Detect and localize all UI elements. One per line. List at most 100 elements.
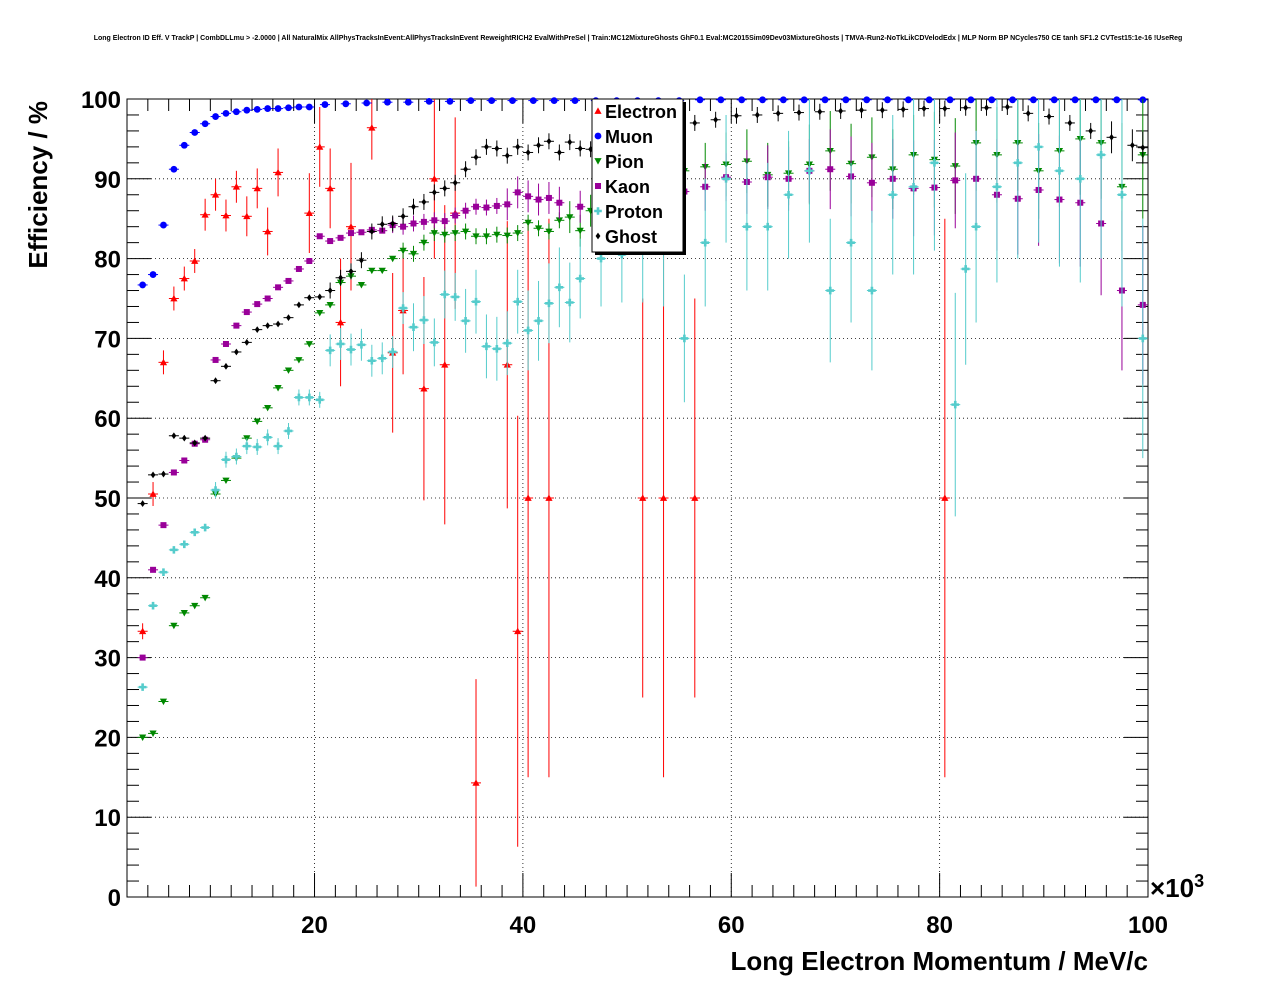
electron-point bbox=[149, 490, 157, 497]
pion-point bbox=[493, 231, 501, 239]
kaon-point bbox=[420, 218, 427, 225]
ghost-point bbox=[484, 143, 489, 151]
kaon-point bbox=[139, 654, 146, 661]
series-electron bbox=[137, 99, 950, 887]
electron-point bbox=[243, 212, 251, 220]
x-axis-multiplier: ×103 bbox=[1150, 871, 1204, 903]
muon-point bbox=[1092, 96, 1100, 104]
proton-point bbox=[1034, 143, 1043, 151]
pion-point bbox=[170, 622, 178, 630]
proton-point bbox=[961, 265, 970, 273]
muon-point bbox=[425, 97, 433, 105]
x-tick-label: 100 bbox=[1128, 912, 1168, 939]
y-tick-label: 50 bbox=[94, 486, 121, 513]
ghost-point bbox=[213, 377, 218, 385]
muon-point bbox=[321, 101, 329, 108]
ghost-point bbox=[181, 434, 187, 442]
ghost-point bbox=[161, 470, 166, 478]
kaon-point bbox=[868, 179, 875, 186]
proton-point bbox=[243, 442, 251, 450]
proton-point bbox=[263, 433, 272, 442]
proton-point bbox=[315, 396, 324, 404]
muon-point bbox=[1071, 96, 1079, 104]
proton-point bbox=[1138, 334, 1147, 343]
kaon-point bbox=[285, 277, 292, 284]
kaon-point bbox=[337, 234, 344, 241]
proton-point bbox=[524, 326, 532, 335]
kaon-point bbox=[264, 295, 271, 302]
x-axis-multiplier-exp: 3 bbox=[1194, 871, 1204, 891]
muon-point bbox=[925, 96, 933, 104]
muon-point bbox=[212, 113, 219, 120]
kaon-point bbox=[275, 284, 282, 291]
proton-point bbox=[784, 190, 793, 199]
pion-point bbox=[159, 698, 168, 706]
kaon-point bbox=[525, 193, 532, 200]
ghost-point bbox=[306, 294, 312, 302]
pion-point bbox=[420, 239, 428, 247]
pion-point bbox=[274, 384, 282, 392]
muon-point bbox=[759, 96, 766, 104]
ghost-point bbox=[734, 112, 739, 120]
muon-point bbox=[1009, 96, 1016, 104]
muon-point bbox=[863, 96, 871, 104]
electron-point bbox=[430, 175, 438, 182]
proton-point bbox=[347, 345, 355, 354]
proton-point bbox=[482, 342, 491, 351]
electron-point bbox=[316, 143, 324, 150]
ghost-point bbox=[817, 108, 823, 116]
proton-point bbox=[472, 297, 480, 306]
ghost-point bbox=[348, 267, 354, 275]
proton-point bbox=[909, 182, 918, 191]
proton-point bbox=[305, 393, 314, 402]
kaon-point bbox=[222, 340, 229, 347]
ghost-point bbox=[942, 105, 948, 112]
y-axis-label: Efficiency / % bbox=[23, 101, 53, 269]
proton-point bbox=[357, 340, 366, 349]
pion-point bbox=[409, 250, 418, 258]
proton-point bbox=[1013, 159, 1022, 167]
muon-point bbox=[180, 141, 188, 149]
kaon-point bbox=[504, 201, 511, 208]
proton-point bbox=[513, 297, 522, 306]
proton-point bbox=[190, 528, 199, 537]
legend-label-kaon: Kaon bbox=[605, 177, 650, 197]
kaon-point bbox=[452, 212, 459, 219]
proton-point bbox=[420, 316, 428, 324]
pion-point bbox=[482, 233, 491, 240]
x-tick-label: 80 bbox=[926, 912, 953, 939]
proton-point bbox=[722, 175, 730, 183]
ghost-point bbox=[546, 137, 552, 145]
kaon-point bbox=[514, 189, 521, 196]
ghost-point bbox=[515, 143, 521, 151]
proton-point bbox=[440, 290, 449, 299]
legend-label-muon: Muon bbox=[605, 127, 653, 147]
muon-point bbox=[488, 97, 496, 104]
x-tick-label: 40 bbox=[510, 912, 537, 939]
ghost-point bbox=[494, 145, 500, 152]
y-tick-label: 10 bbox=[94, 805, 121, 832]
kaon-point bbox=[473, 203, 480, 210]
ghost-point bbox=[1140, 144, 1146, 152]
ghost-point bbox=[233, 348, 239, 356]
electron-point bbox=[514, 627, 522, 635]
proton-point bbox=[170, 546, 178, 554]
kaon-point bbox=[577, 203, 584, 210]
ghost-point bbox=[754, 111, 760, 119]
kaon-point bbox=[170, 469, 177, 476]
ghost-point bbox=[431, 188, 437, 196]
legend-box bbox=[591, 98, 684, 253]
proton-point bbox=[545, 299, 553, 308]
electron-point bbox=[941, 494, 949, 501]
proton-point bbox=[1076, 175, 1085, 183]
ghost-point bbox=[984, 104, 989, 112]
ghost-point bbox=[1046, 113, 1052, 120]
x-axis-multiplier-base: ×10 bbox=[1150, 873, 1194, 903]
proton-point bbox=[930, 159, 939, 167]
proton-point bbox=[1118, 190, 1126, 199]
muon-point bbox=[404, 98, 412, 106]
ghost-point bbox=[796, 109, 802, 116]
proton-point bbox=[805, 167, 814, 175]
proton-point bbox=[680, 334, 689, 343]
proton-point bbox=[368, 356, 376, 365]
